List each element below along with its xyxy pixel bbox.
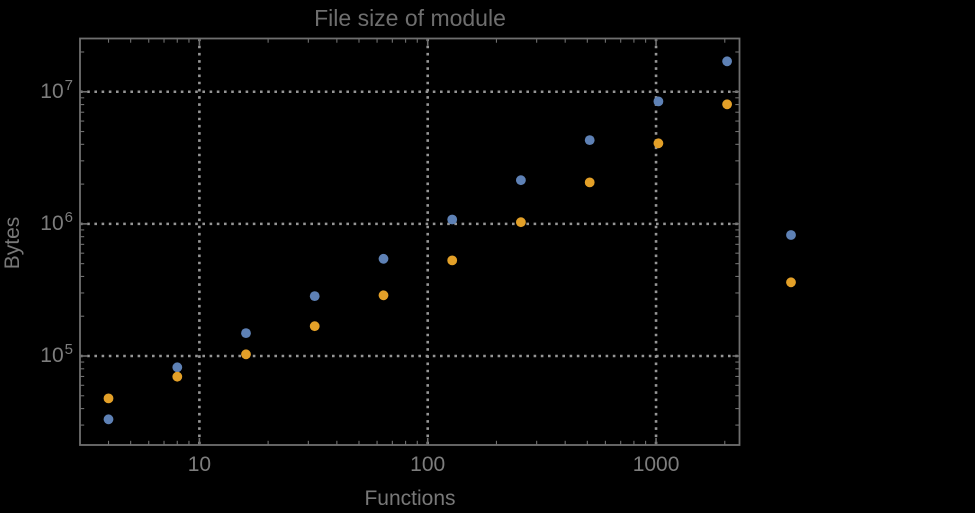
data-point-series-2 <box>786 277 796 288</box>
data-point-series-1 <box>172 362 183 373</box>
data-point-series-2 <box>172 371 183 382</box>
data-point-series-2 <box>378 290 389 301</box>
y-tick-label-1e7: 107 <box>3 76 73 106</box>
y-tick-label-1e6: 106 <box>3 208 73 238</box>
plot-frame <box>79 37 741 446</box>
data-point-series-2 <box>309 321 320 332</box>
data-point-series-1 <box>241 328 251 338</box>
data-point-series-1 <box>653 96 664 107</box>
data-point-series-2 <box>447 255 458 266</box>
data-point-series-1 <box>722 56 732 67</box>
chart-title: File size of module <box>314 5 506 31</box>
data-point-series-1 <box>584 135 595 146</box>
data-point-series-1 <box>516 175 526 186</box>
y-tick-exponent: 5 <box>64 340 73 358</box>
y-tick-base: 10 <box>40 343 64 367</box>
y-tick-label-1e5: 105 <box>3 340 73 370</box>
data-point-series-1 <box>447 214 458 225</box>
data-point-series-2 <box>722 99 732 110</box>
y-tick-base: 10 <box>40 79 64 103</box>
y-tick-base: 10 <box>40 211 64 235</box>
y-tick-exponent: 6 <box>64 208 73 226</box>
x-axis-label: Functions <box>364 487 456 510</box>
x-tick-label-1000: 1000 <box>632 453 680 476</box>
data-point-series-1 <box>103 414 114 425</box>
data-point-series-2 <box>241 349 251 360</box>
data-point-series-2 <box>584 177 595 188</box>
data-point-series-1 <box>786 230 796 240</box>
y-tick-exponent: 7 <box>64 76 73 94</box>
data-point-series-1 <box>378 253 389 264</box>
data-point-series-1 <box>309 291 320 301</box>
data-point-series-2 <box>103 393 114 404</box>
x-tick-label-100: 100 <box>410 453 446 476</box>
data-point-series-2 <box>653 138 664 149</box>
data-point-series-2 <box>516 217 526 228</box>
x-tick-label-10: 10 <box>187 453 212 476</box>
